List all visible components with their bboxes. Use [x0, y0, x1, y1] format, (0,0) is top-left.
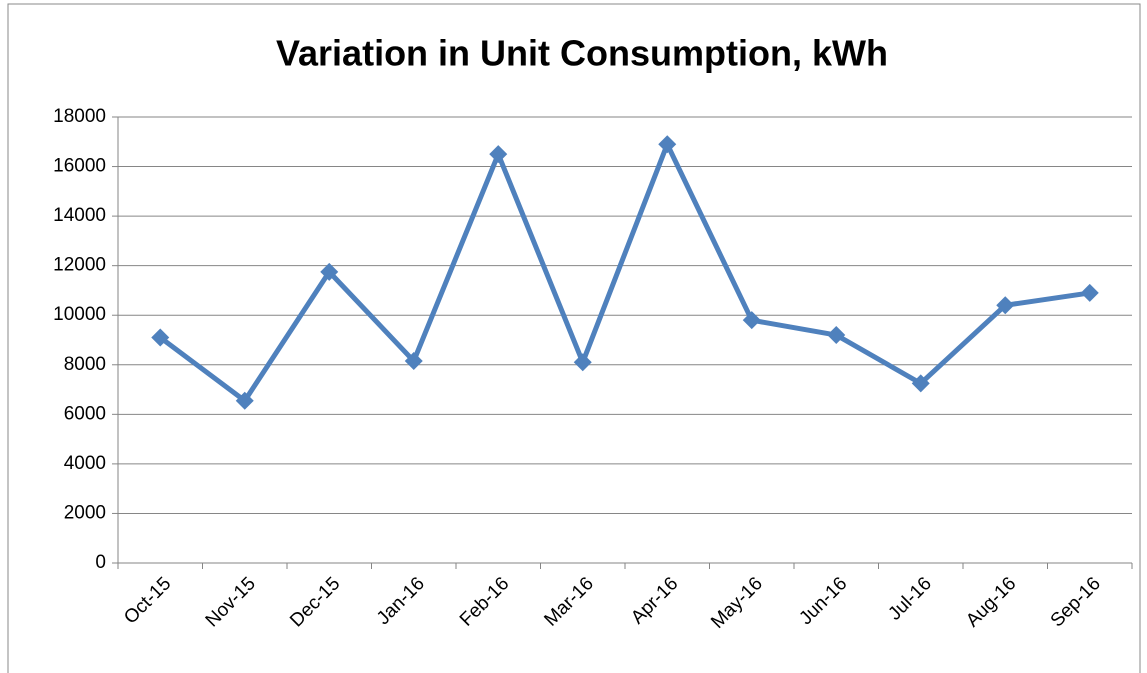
data-marker — [489, 145, 508, 164]
data-marker — [658, 135, 677, 154]
data-line — [158, 141, 1091, 404]
data-marker — [911, 374, 930, 393]
chart-title: Variation in Unit Consumption, kWh — [276, 33, 888, 74]
data-marker — [404, 352, 423, 371]
y-tick-label: 8000 — [64, 354, 106, 375]
data-marker — [151, 328, 170, 347]
y-tick-label: 6000 — [64, 403, 106, 424]
data-marker — [235, 391, 254, 410]
data-marker — [1080, 283, 1099, 302]
y-tick-label: 12000 — [53, 255, 106, 276]
y-tick-label: 4000 — [64, 453, 106, 474]
y-tick-label: 14000 — [53, 205, 106, 226]
y-tick-label: 16000 — [53, 156, 106, 177]
data-marker — [742, 311, 761, 330]
y-tick-label: 0 — [95, 552, 106, 573]
y-tick-label: 2000 — [64, 502, 106, 523]
y-tick-label: 18000 — [53, 106, 106, 127]
data-marker — [827, 326, 846, 345]
data-marker — [996, 296, 1015, 315]
y-tick-label: 10000 — [53, 304, 106, 325]
data-marker — [573, 353, 592, 372]
data-marker — [320, 262, 339, 281]
